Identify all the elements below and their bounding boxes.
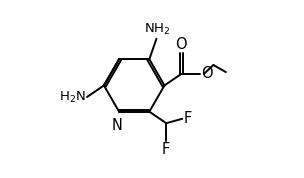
- Text: N: N: [112, 118, 123, 133]
- Text: O: O: [175, 37, 187, 52]
- Text: NH$_2$: NH$_2$: [144, 22, 171, 37]
- Text: O: O: [201, 66, 213, 81]
- Text: F: F: [183, 111, 192, 126]
- Text: F: F: [162, 142, 170, 157]
- Text: H$_2$N: H$_2$N: [59, 90, 86, 104]
